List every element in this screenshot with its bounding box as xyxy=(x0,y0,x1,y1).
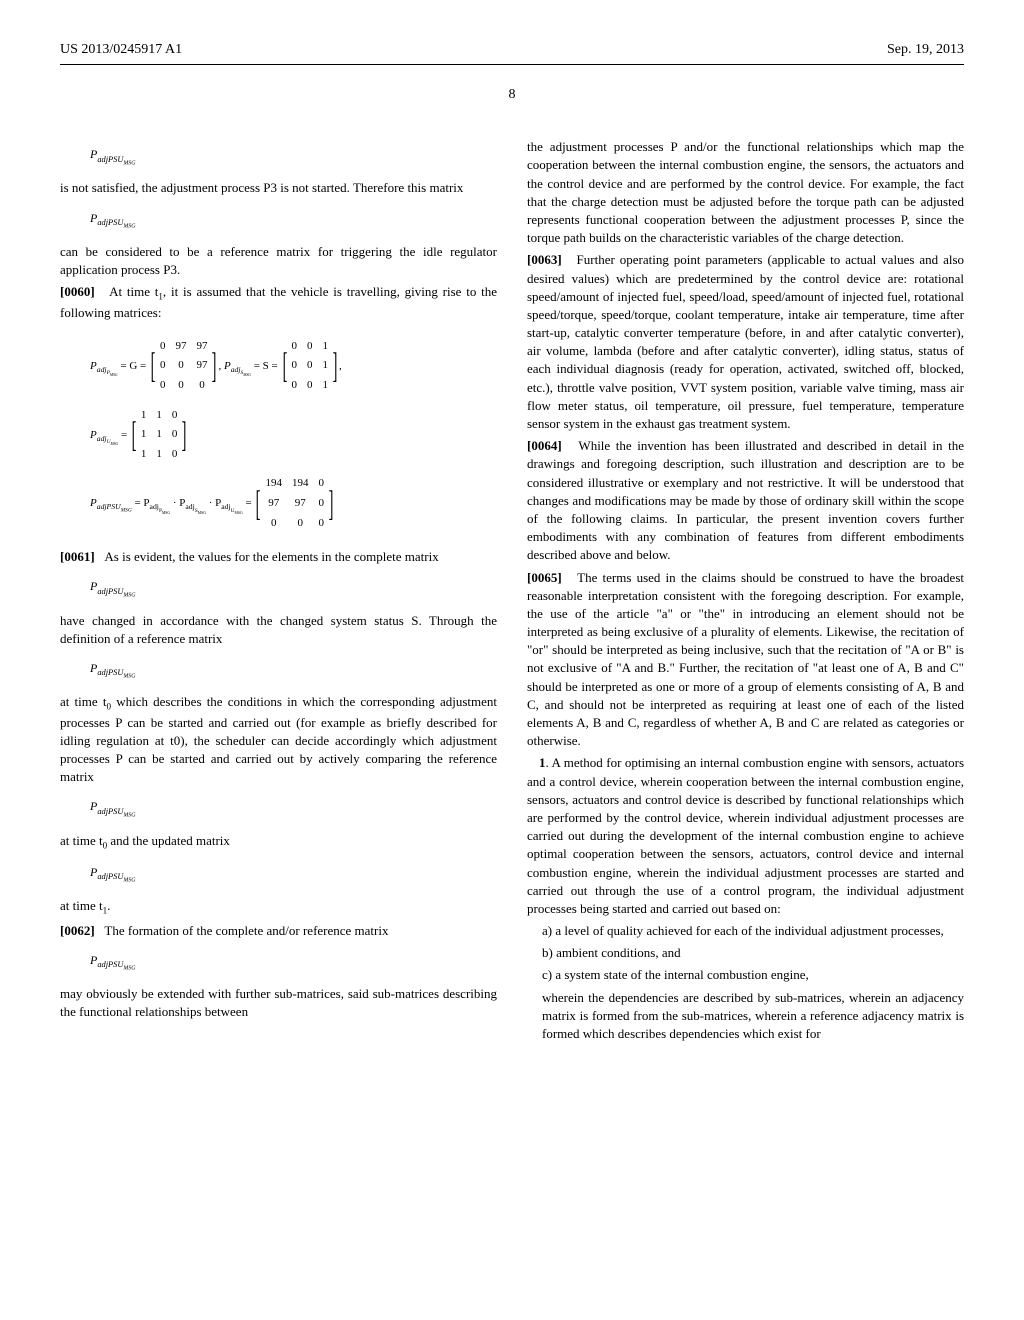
para-65: [0065] The terms used in the claims shou… xyxy=(527,569,964,751)
fragment-5: at time t0 and the updated matrix xyxy=(60,832,497,852)
para-num: [0064] xyxy=(527,438,562,453)
right-column: the adjustment processes P and/or the fu… xyxy=(527,134,964,1047)
para-num: [0062] xyxy=(60,923,95,938)
fragment-7: may obviously be extended with further s… xyxy=(60,985,497,1021)
math-variable-2: PadjPSUMSG xyxy=(90,210,497,231)
page-header: US 2013/0245917 A1 Sep. 19, 2013 xyxy=(60,40,964,65)
publication-number: US 2013/0245917 A1 xyxy=(60,40,182,60)
fragment-4: at time t0 which describes the condition… xyxy=(60,693,497,786)
para-63: [0063] Further operating point parameter… xyxy=(527,251,964,433)
math-variable-5: PadjPSUMSG xyxy=(90,798,497,819)
math-variable-6: PadjPSUMSG xyxy=(90,864,497,885)
claim-1: 1. A method for optimising an internal c… xyxy=(527,754,964,918)
para-60: [0060] At time t1, it is assumed that th… xyxy=(60,283,497,322)
content-columns: PadjPSUMSG is not satisfied, the adjustm… xyxy=(60,134,964,1047)
left-column: PadjPSUMSG is not satisfied, the adjustm… xyxy=(60,134,497,1047)
claim-1-c: c) a system state of the internal combus… xyxy=(542,966,964,984)
matrix-block-1: PadjPMSG = G = 09797 0097 000 , PadjSMSG… xyxy=(90,337,497,533)
fragment-2: can be considered to be a reference matr… xyxy=(60,243,497,279)
para-num: [0065] xyxy=(527,570,562,585)
para-num: [0061] xyxy=(60,549,95,564)
claim-1-b: b) ambient conditions, and xyxy=(542,944,964,962)
para-num: [0060] xyxy=(60,284,95,299)
claim-1-wherein: wherein the dependencies are described b… xyxy=(542,989,964,1044)
math-variable-3: PadjPSUMSG xyxy=(90,578,497,599)
para-62-cont: the adjustment processes P and/or the fu… xyxy=(527,138,964,247)
fragment-6: at time t1. xyxy=(60,897,497,917)
math-variable-4: PadjPSUMSG xyxy=(90,660,497,681)
page-number: 8 xyxy=(60,85,964,105)
para-num: [0063] xyxy=(527,252,562,267)
para-64: [0064] While the invention has been illu… xyxy=(527,437,964,564)
math-variable-7: PadjPSUMSG xyxy=(90,952,497,973)
para-62: [0062] The formation of the complete and… xyxy=(60,922,497,940)
publication-date: Sep. 19, 2013 xyxy=(887,40,964,60)
fragment-1: is not satisfied, the adjustment process… xyxy=(60,179,497,197)
math-variable-1: PadjPSUMSG xyxy=(90,146,497,167)
claim-1-a: a) a level of quality achieved for each … xyxy=(542,922,964,940)
para-61: [0061] As is evident, the values for the… xyxy=(60,548,497,566)
fragment-3: have changed in accordance with the chan… xyxy=(60,612,497,648)
